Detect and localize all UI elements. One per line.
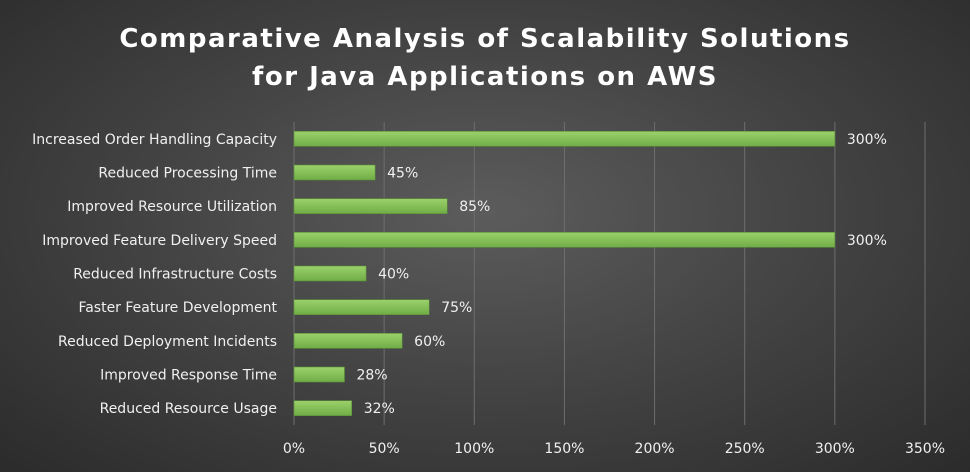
category-label: Reduced Processing Time bbox=[98, 166, 277, 182]
category-label: Reduced Infrastructure Costs bbox=[73, 267, 277, 283]
value-label: 28% bbox=[356, 368, 387, 384]
bar bbox=[293, 299, 430, 315]
value-label: 300% bbox=[847, 233, 887, 249]
x-tick-label: 200% bbox=[635, 441, 675, 457]
category-label: Increased Order Handling Capacity bbox=[32, 132, 277, 148]
bars bbox=[293, 131, 836, 416]
chart-title: Comparative Analysis of Scalability Solu… bbox=[0, 20, 970, 96]
bar bbox=[293, 333, 403, 349]
category-label: Faster Feature Development bbox=[78, 300, 277, 316]
bar bbox=[293, 232, 836, 248]
x-tick-label: 0% bbox=[283, 441, 305, 457]
category-label: Improved Response Time bbox=[100, 368, 277, 384]
chart-title-line-2: for Java Applications on AWS bbox=[252, 62, 718, 92]
category-label: Reduced Deployment Incidents bbox=[58, 334, 277, 350]
value-label: 60% bbox=[414, 334, 445, 350]
category-label: Improved Resource Utilization bbox=[67, 199, 277, 215]
value-label: 40% bbox=[378, 267, 409, 283]
gridlines bbox=[293, 122, 926, 425]
bar bbox=[293, 366, 345, 383]
bar bbox=[293, 198, 448, 214]
value-label: 300% bbox=[847, 132, 887, 148]
x-tick-label: 100% bbox=[454, 441, 494, 457]
bar bbox=[293, 400, 352, 416]
x-tick-label: 300% bbox=[815, 441, 855, 457]
chart-title-line-1: Comparative Analysis of Scalability Solu… bbox=[119, 24, 851, 54]
bar bbox=[293, 131, 836, 147]
x-tick-label: 250% bbox=[725, 441, 765, 457]
labels: 0% 50% 100% 150% 200% 250% 300% 350% Increased O… bbox=[32, 132, 945, 457]
value-label: 75% bbox=[441, 300, 472, 316]
bar bbox=[293, 164, 376, 181]
category-label: Improved Feature Delivery Speed bbox=[42, 233, 277, 249]
bar bbox=[293, 265, 367, 282]
value-label: 32% bbox=[364, 401, 395, 417]
x-tick-label: 150% bbox=[544, 441, 584, 457]
category-label: Reduced Resource Usage bbox=[100, 401, 277, 417]
value-label: 45% bbox=[387, 166, 418, 182]
value-label: 85% bbox=[459, 199, 490, 215]
x-tick-label: 350% bbox=[905, 441, 945, 457]
x-tick-label: 50% bbox=[369, 441, 400, 457]
